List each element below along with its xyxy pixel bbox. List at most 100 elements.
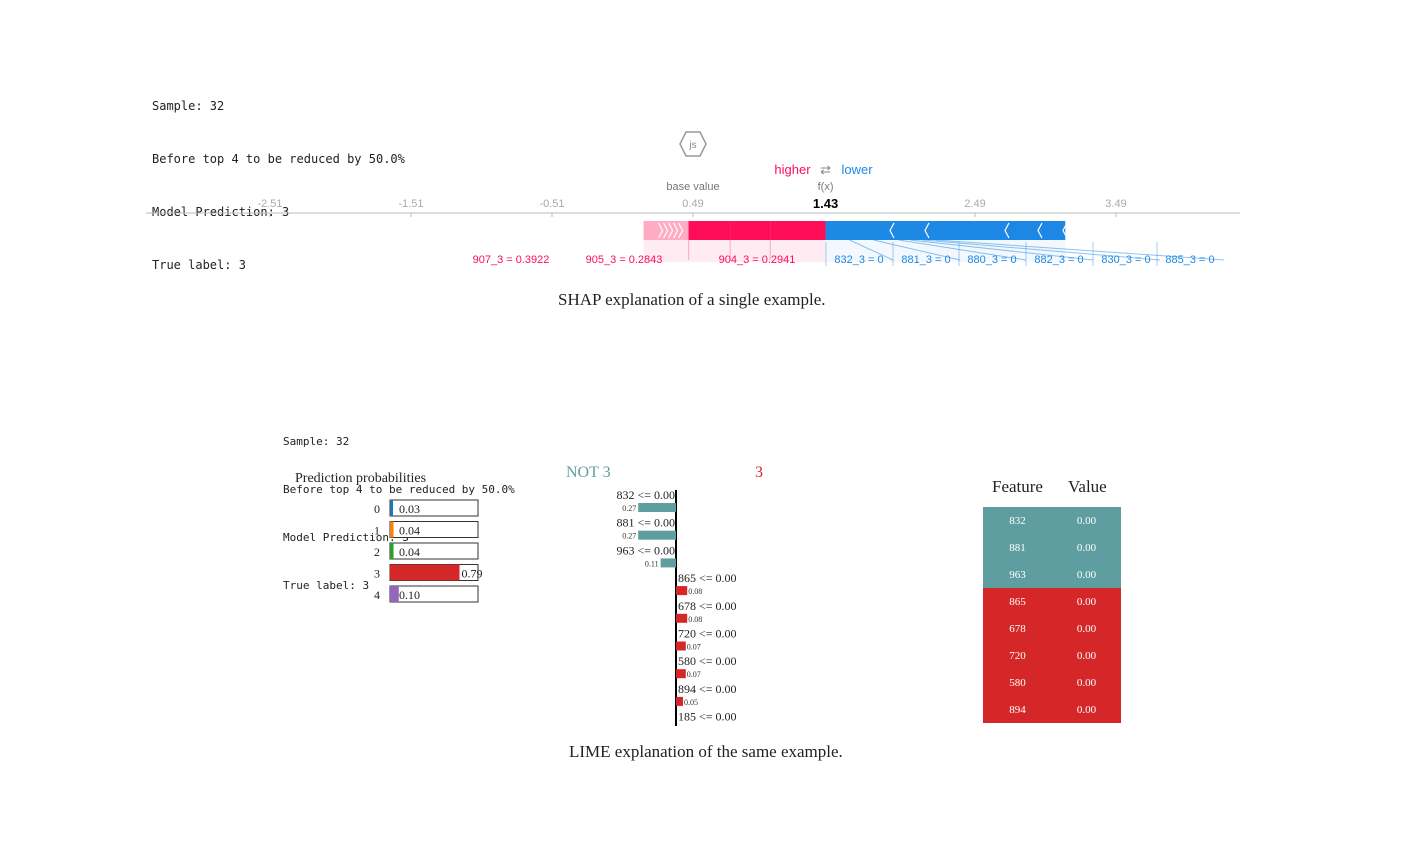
table-cell-feature: 963 xyxy=(1009,568,1026,581)
shap-connector xyxy=(922,239,1161,261)
shap-positive-label: 905_3 = 0.2843 xyxy=(586,254,663,266)
lime-feature-label: 894 <= 0.00 xyxy=(678,682,737,696)
prob-bar xyxy=(390,521,394,538)
shap-chevron xyxy=(1175,222,1181,239)
lime-feature-label: 881 <= 0.00 xyxy=(616,516,675,530)
table-row: 580 0.00 xyxy=(983,669,1121,696)
prob-value-label: 0.10 xyxy=(399,588,420,602)
legend-lower: lower xyxy=(842,162,874,177)
table-row: 963 0.00 xyxy=(983,561,1121,588)
prob-value-label: 0.04 xyxy=(399,524,420,538)
lime-class-label: 3 xyxy=(755,464,763,481)
base-value-label: base value xyxy=(666,181,719,193)
lime-feature-label: 963 <= 0.00 xyxy=(616,543,675,557)
prob-bar xyxy=(390,586,399,602)
prob-value-label: 0.04 xyxy=(399,545,420,559)
shap-positive-remainder xyxy=(643,221,689,240)
table-row: 881 0.00 xyxy=(983,534,1121,561)
shap-positive-bar xyxy=(770,221,826,240)
lime-not-class-label: NOT 3 xyxy=(566,464,611,481)
shap-chevron xyxy=(1187,222,1193,239)
shap-chevron xyxy=(658,222,664,239)
shap-negative-bar xyxy=(825,221,1066,240)
shap-chevron xyxy=(889,222,895,239)
prob-category-label: 1 xyxy=(374,524,380,538)
prob-category-label: 4 xyxy=(374,588,380,602)
table-cell-feature: 678 xyxy=(1009,622,1026,635)
table-row: 678 0.00 xyxy=(983,615,1121,642)
shap-info-block: Sample: 32 Before top 4 to be reduced by… xyxy=(152,63,405,292)
table-row: 720 0.00 xyxy=(983,642,1121,669)
shap-caption: SHAP explanation of a single example. xyxy=(558,290,826,309)
axis-tick-label: 2.49 xyxy=(964,198,985,210)
shap-negative-remainder xyxy=(935,221,1066,240)
lime-caption: LIME explanation of the same example. xyxy=(569,742,843,761)
shap-connector xyxy=(873,239,961,261)
lime-bar xyxy=(676,586,688,596)
prob-category-label: 2 xyxy=(374,545,380,559)
table-cell-feature: 580 xyxy=(1009,676,1026,689)
shap-positive-bar xyxy=(730,221,771,240)
lime-bar xyxy=(660,558,676,568)
shap-chevron xyxy=(1182,222,1188,239)
prob-value-label: 0.79 xyxy=(462,567,483,581)
shap-positive-shade xyxy=(643,240,826,262)
shap-info-line: Before top 4 to be reduced by 50.0% xyxy=(152,151,405,166)
prob-category-label: 3 xyxy=(374,567,380,581)
prob-bar xyxy=(390,543,394,559)
shap-chevron xyxy=(1157,222,1163,239)
lime-bar-value: 0.11 xyxy=(645,559,659,568)
shap-connector xyxy=(935,239,1225,261)
shap-info-line: Sample: 32 xyxy=(152,99,225,114)
shap-connector xyxy=(898,239,1027,261)
fx-value: 1.43 xyxy=(813,196,838,211)
shap-negative-label: 832_3 = 0 xyxy=(834,254,883,266)
table-cell-value: 0.00 xyxy=(1076,649,1097,662)
shap-chevron xyxy=(1109,222,1115,239)
shap-chevron xyxy=(1004,222,1010,239)
table-header-value: Value xyxy=(1068,477,1107,496)
lime-bar-value: 0.08 xyxy=(688,615,702,624)
table-cell-value: 0.00 xyxy=(1076,676,1097,689)
lime-info-line: Sample: 32 xyxy=(283,435,350,448)
prob-category-label: 0 xyxy=(374,502,380,516)
shap-negative-label: 881_3 = 0 xyxy=(901,254,950,266)
shap-connector xyxy=(910,239,1094,261)
table-cell-feature: 832 xyxy=(1009,514,1026,527)
shap-positive-label: 904_3 = 0.2941 xyxy=(719,254,796,266)
feature-value-table: 832 0.00 881 0.00 963 0.00 865 0.00 678 0.00 720 0.… xyxy=(983,507,1121,723)
lime-feature-label: 678 <= 0.00 xyxy=(678,599,737,613)
lime-info-line: Model Prediction: 3 xyxy=(283,531,409,544)
lime-bar-value: 0.07 xyxy=(687,643,701,652)
lime-bar xyxy=(676,613,688,623)
js-badge-icon: js xyxy=(679,131,707,157)
legend-arrow-icon: ⇄ xyxy=(820,162,831,177)
prob-bar xyxy=(390,500,393,516)
table-row: 865 0.00 xyxy=(983,588,1121,615)
shap-info-line: True label: 3 xyxy=(152,257,246,272)
lime-info-block: Sample: 32 Before top 4 to be reduced by… xyxy=(283,402,515,610)
shap-connector xyxy=(849,239,894,261)
shap-chevron xyxy=(1144,222,1150,239)
lime-bar xyxy=(676,641,686,651)
shap-negative-label: 830_3 = 0 xyxy=(1101,254,1150,266)
js-badge-text: js xyxy=(688,140,696,151)
shap-chevron xyxy=(678,222,684,239)
axis-tick-label: -2.51 xyxy=(257,198,282,210)
shap-negative-label: 885_3 = 0 xyxy=(1165,254,1214,266)
shap-chevron xyxy=(668,222,674,239)
lime-feature-chart: 832 <= 0.00 0.27 881 <= 0.00 0.27 963 <= 0.0… xyxy=(616,488,737,726)
lime-bar-value: 0.08 xyxy=(688,587,702,596)
lime-bar xyxy=(676,696,683,706)
shap-chevron xyxy=(1037,222,1043,239)
lime-feature-label: 832 <= 0.00 xyxy=(616,488,675,502)
table-header-feature: Feature xyxy=(992,477,1043,496)
shap-chevron xyxy=(924,222,930,239)
lime-bar xyxy=(676,669,686,679)
shap-info-line: Model Prediction: 3 xyxy=(152,204,290,219)
axis-tick-label: -1.51 xyxy=(398,198,423,210)
fx-label: f(x) xyxy=(818,181,834,193)
axis-tick-label: 0.49 xyxy=(682,198,703,210)
lime-feature-label: 720 <= 0.00 xyxy=(678,627,737,641)
lime-feature-label: 580 <= 0.00 xyxy=(678,654,737,668)
